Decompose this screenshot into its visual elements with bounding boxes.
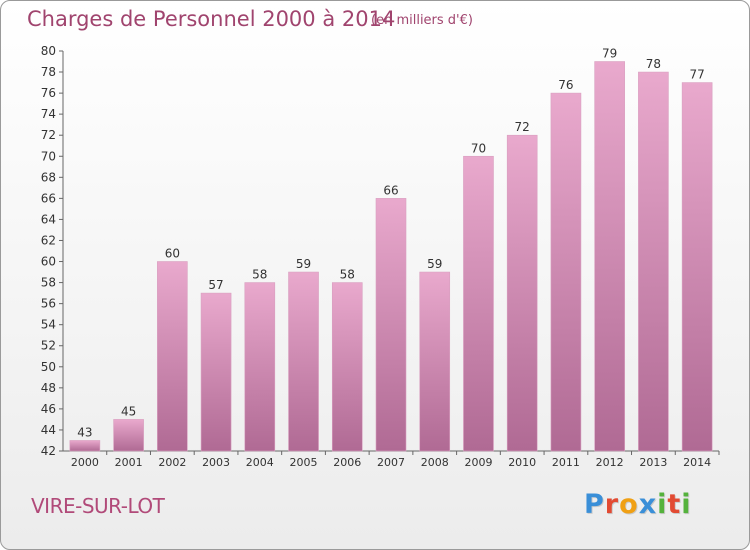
data-label: 78 xyxy=(646,57,661,71)
data-label: 72 xyxy=(515,120,530,134)
axes: 42 44 46 48 50 52 54 56 58 60 62 64 66 68 70 72 74 76 78 80… xyxy=(41,44,720,469)
data-label: 59 xyxy=(296,257,311,271)
data-label: 58 xyxy=(252,268,267,282)
bar[interactable] xyxy=(200,292,232,452)
data-label: 43 xyxy=(77,425,92,439)
data-label: 60 xyxy=(165,247,180,261)
bar[interactable] xyxy=(550,92,582,452)
y-tick-label: 42 xyxy=(41,444,56,458)
y-tick-label: 64 xyxy=(41,212,56,226)
x-tick-label: 2009 xyxy=(464,456,492,469)
x-tick-label: 2012 xyxy=(596,456,624,469)
x-tick-label: 2006 xyxy=(333,456,361,469)
data-label: 77 xyxy=(689,68,704,82)
y-tick-label: 74 xyxy=(41,107,56,121)
chart-title: Charges de Personnel 2000 à 2014 xyxy=(27,7,396,31)
x-tick-label: 2005 xyxy=(290,456,318,469)
y-tick-label: 56 xyxy=(41,297,56,311)
bar[interactable] xyxy=(463,155,494,452)
chart-subtitle: (en milliers d'€) xyxy=(371,13,473,28)
x-tick-label: 2007 xyxy=(377,456,405,469)
y-tick-label: 48 xyxy=(41,381,56,395)
y-tick-label: 68 xyxy=(41,170,56,184)
x-tick-label: 2014 xyxy=(683,456,711,469)
bar[interactable] xyxy=(375,198,407,452)
y-tick-label: 46 xyxy=(41,402,56,416)
logo-letter: t xyxy=(667,489,682,520)
x-tick-label: 2001 xyxy=(115,456,143,469)
bars xyxy=(69,61,713,452)
y-tick-label: 60 xyxy=(41,255,56,269)
data-labels: 43 45 60 57 58 59 58 66 59 70 72 76 79 78 77 xyxy=(77,47,705,440)
y-tick-label: 76 xyxy=(41,86,56,100)
data-label: 45 xyxy=(121,404,136,418)
bar[interactable] xyxy=(638,71,669,452)
bar[interactable] xyxy=(113,419,144,452)
logo-letter: P xyxy=(584,489,605,520)
bar[interactable] xyxy=(69,440,101,452)
x-tick-label: 2003 xyxy=(202,456,230,469)
data-label: 59 xyxy=(427,257,442,271)
y-tick-label: 58 xyxy=(41,276,56,290)
data-label: 57 xyxy=(208,278,223,292)
y-tick-label: 70 xyxy=(41,149,56,163)
proxiti-logo[interactable]: Proxiti xyxy=(584,489,692,520)
logo-letter: i xyxy=(681,489,692,520)
logo-letter: x xyxy=(638,489,658,520)
logo-letter: i xyxy=(657,489,668,520)
data-label: 79 xyxy=(602,47,617,61)
logo-letter: r xyxy=(604,489,620,520)
bar[interactable] xyxy=(244,282,276,452)
x-tick-label: 2000 xyxy=(71,456,99,469)
data-label: 66 xyxy=(383,183,398,197)
y-tick-label: 44 xyxy=(41,423,56,437)
data-label: 70 xyxy=(471,141,486,155)
bar[interactable] xyxy=(419,271,451,452)
bar[interactable] xyxy=(331,282,363,452)
y-tick-label: 52 xyxy=(41,339,56,353)
y-tick-label: 66 xyxy=(41,191,56,205)
town-name: VIRE-SUR-LOT xyxy=(31,494,165,518)
x-tick-label: 2013 xyxy=(639,456,667,469)
y-tick-label: 62 xyxy=(41,233,56,247)
bar[interactable] xyxy=(506,134,538,452)
bar[interactable] xyxy=(157,261,188,452)
y-tick-label: 78 xyxy=(41,65,56,79)
x-tick-label: 2011 xyxy=(552,456,580,469)
x-tick-label: 2002 xyxy=(158,456,186,469)
y-tick-label: 54 xyxy=(41,318,56,332)
x-tick-label: 2010 xyxy=(508,456,536,469)
bar[interactable] xyxy=(594,61,625,452)
data-label: 58 xyxy=(340,268,355,282)
data-label: 76 xyxy=(558,78,573,92)
x-tick-label: 2008 xyxy=(421,456,449,469)
y-tick-label: 72 xyxy=(41,128,56,142)
y-tick-label: 80 xyxy=(41,44,56,58)
bar[interactable] xyxy=(288,271,319,452)
logo-letter: o xyxy=(619,489,639,520)
bar[interactable] xyxy=(681,82,713,452)
y-tick-label: 50 xyxy=(41,360,56,374)
x-tick-label: 2004 xyxy=(246,456,274,469)
